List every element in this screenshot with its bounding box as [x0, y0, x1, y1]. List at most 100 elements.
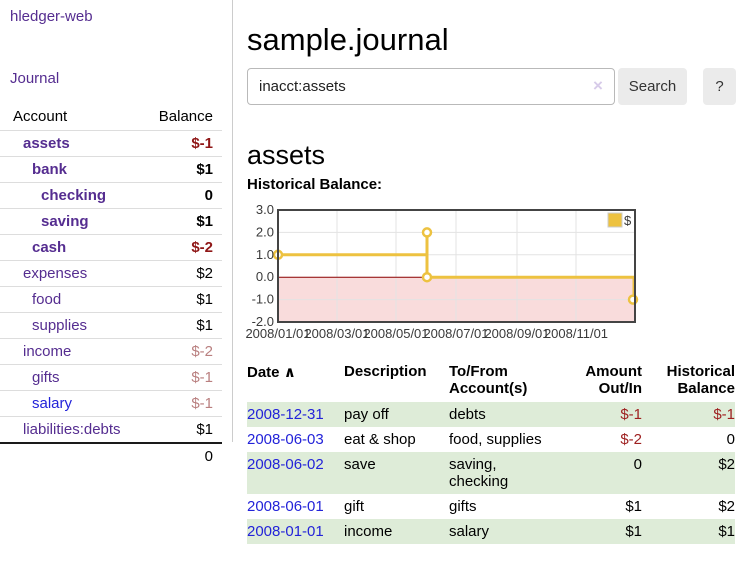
transaction-amount: 0 [633, 456, 642, 473]
svg-text:-1.0: -1.0 [252, 292, 274, 307]
transaction-accounts: food, supplies [449, 431, 542, 448]
transaction-amount: $-1 [620, 406, 642, 423]
svg-text:0.0: 0.0 [256, 269, 274, 284]
date-header-label: Date [247, 364, 280, 381]
account-balance: $-1 [191, 369, 213, 386]
svg-text:2008/07/01: 2008/07/01 [423, 326, 488, 341]
transaction-date-link[interactable]: 2008-06-01 [247, 498, 324, 515]
transaction-amount: $1 [625, 498, 642, 515]
plot-border [277, 209, 636, 323]
balance-column-header: Historical Balance [666, 363, 735, 397]
account-column-label: Account [13, 108, 68, 125]
register-row[interactable]: 2008-12-31 pay off debts $-1 $-1 [247, 402, 735, 427]
account-balance: $1 [196, 213, 213, 230]
account-link[interactable]: expenses [23, 265, 88, 282]
account-row-assets: assets $-1 [0, 130, 222, 156]
transaction-balance: $-1 [713, 406, 735, 423]
register-row[interactable]: 2008-06-02 save saving, checking 0 $2 [247, 452, 735, 494]
account-balance: $1 [196, 317, 213, 334]
svg-text:2008/03/01: 2008/03/01 [304, 326, 369, 341]
search-button[interactable]: Search [618, 68, 687, 105]
legend-swatch [607, 212, 623, 228]
help-button[interactable]: ? [703, 68, 736, 105]
transaction-description: pay off [344, 406, 389, 423]
app-brand-link[interactable]: hledger-web [10, 8, 93, 25]
y-axis-labels: 3.0 2.0 1.0 0.0 -1.0 -2.0 [252, 202, 274, 329]
transaction-description: income [344, 523, 393, 540]
account-link[interactable]: food [32, 291, 62, 308]
transaction-description: gift [344, 498, 365, 515]
transaction-date-link[interactable]: 2008-12-31 [247, 406, 324, 423]
search-input[interactable] [247, 68, 615, 105]
account-row-salary: salary $-1 [0, 390, 222, 416]
register-row[interactable]: 2008-06-03 eat & shop food, supplies $-2… [247, 427, 735, 452]
account-row-expenses: expenses $2 [0, 260, 222, 286]
account-link[interactable]: supplies [32, 317, 88, 334]
register-header-row: Date ∧ Description To/From Account(s) Am… [247, 361, 735, 402]
page-title: sample.journal [247, 21, 449, 57]
svg-text:3.0: 3.0 [256, 202, 274, 217]
account-balance: $2 [196, 265, 213, 282]
account-link[interactable]: income [23, 343, 72, 360]
transaction-balance: $2 [718, 456, 735, 473]
account-tree: Account Balance assets $-1 bank $1 check… [0, 104, 222, 469]
svg-text:-2.0: -2.0 [252, 314, 274, 329]
sort-ascending-icon: ∧ [283, 364, 296, 381]
svg-text:2008/05/01: 2008/05/01 [363, 326, 428, 341]
transaction-description: eat & shop [344, 431, 416, 448]
svg-text:2008/09/01: 2008/09/01 [484, 326, 549, 341]
account-balance: $1 [196, 421, 213, 438]
transaction-description: save [344, 456, 376, 473]
account-balance: $1 [196, 161, 213, 178]
amount-column-header: Amount Out/In [585, 363, 642, 397]
account-column-header: To/From Account(s) [449, 363, 528, 397]
register-table: Date ∧ Description To/From Account(s) Am… [247, 361, 735, 544]
account-balance: $-1 [191, 395, 213, 412]
legend-label: $ [624, 213, 632, 228]
svg-text:2.0: 2.0 [256, 224, 274, 239]
account-balance: $1 [196, 291, 213, 308]
transaction-balance: 0 [726, 431, 735, 448]
sidebar-item-journal[interactable]: Journal [10, 70, 60, 87]
historical-balance-chart[interactable]: $ 3.0 2.0 1.0 0.0 -1.0 -2.0 2008/01/01 2… [244, 202, 644, 347]
accounts-total: 0 [0, 442, 222, 469]
clear-search-icon[interactable]: × [593, 76, 603, 95]
account-link[interactable]: liabilities:debts [23, 421, 121, 438]
account-row-checking: checking 0 [0, 182, 222, 208]
account-link[interactable]: salary [32, 395, 73, 412]
transaction-date-link[interactable]: 2008-01-01 [247, 523, 324, 540]
date-column-header[interactable]: Date ∧ [247, 361, 344, 402]
account-row-liabilities-debts: liabilities:debts $1 [0, 416, 222, 442]
account-link[interactable]: saving [41, 213, 89, 230]
description-column-header: Description [344, 363, 427, 380]
current-account-heading: assets [247, 140, 326, 171]
sidebar: hledger-web Journal Account Balance asse… [0, 0, 233, 465]
transaction-date-link[interactable]: 2008-06-03 [247, 431, 324, 448]
account-link[interactable]: assets [23, 135, 70, 152]
register-row[interactable]: 2008-01-01 income salary $1 $1 [247, 519, 735, 544]
balance-column-label: Balance [158, 108, 213, 125]
account-row-gifts: gifts $-1 [0, 364, 222, 390]
account-link[interactable]: bank [32, 161, 68, 178]
account-link[interactable]: checking [41, 187, 107, 204]
account-balance: 0 [204, 187, 213, 204]
account-row-saving: saving $1 [0, 208, 222, 234]
account-balance: $-2 [191, 343, 213, 360]
transaction-accounts: salary [449, 523, 490, 540]
account-row-food: food $1 [0, 286, 222, 312]
transaction-amount: $-2 [620, 431, 642, 448]
register-row[interactable]: 2008-06-01 gift gifts $1 $2 [247, 494, 735, 519]
account-tree-header: Account Balance [0, 104, 222, 130]
svg-text:2008/01/01: 2008/01/01 [245, 326, 310, 341]
account-row-bank: bank $1 [0, 156, 222, 182]
svg-text:1.0: 1.0 [256, 247, 274, 262]
account-row-supplies: supplies $1 [0, 312, 222, 338]
x-axis-labels: 2008/01/01 2008/03/01 2008/05/01 2008/07… [245, 326, 608, 341]
account-link[interactable]: cash [32, 239, 67, 256]
account-balance: $-2 [191, 239, 213, 256]
account-link[interactable]: gifts [32, 369, 60, 386]
account-balance: $-1 [191, 135, 213, 152]
transaction-accounts: debts [449, 406, 486, 423]
transaction-balance: $2 [718, 498, 735, 515]
transaction-date-link[interactable]: 2008-06-02 [247, 456, 324, 473]
